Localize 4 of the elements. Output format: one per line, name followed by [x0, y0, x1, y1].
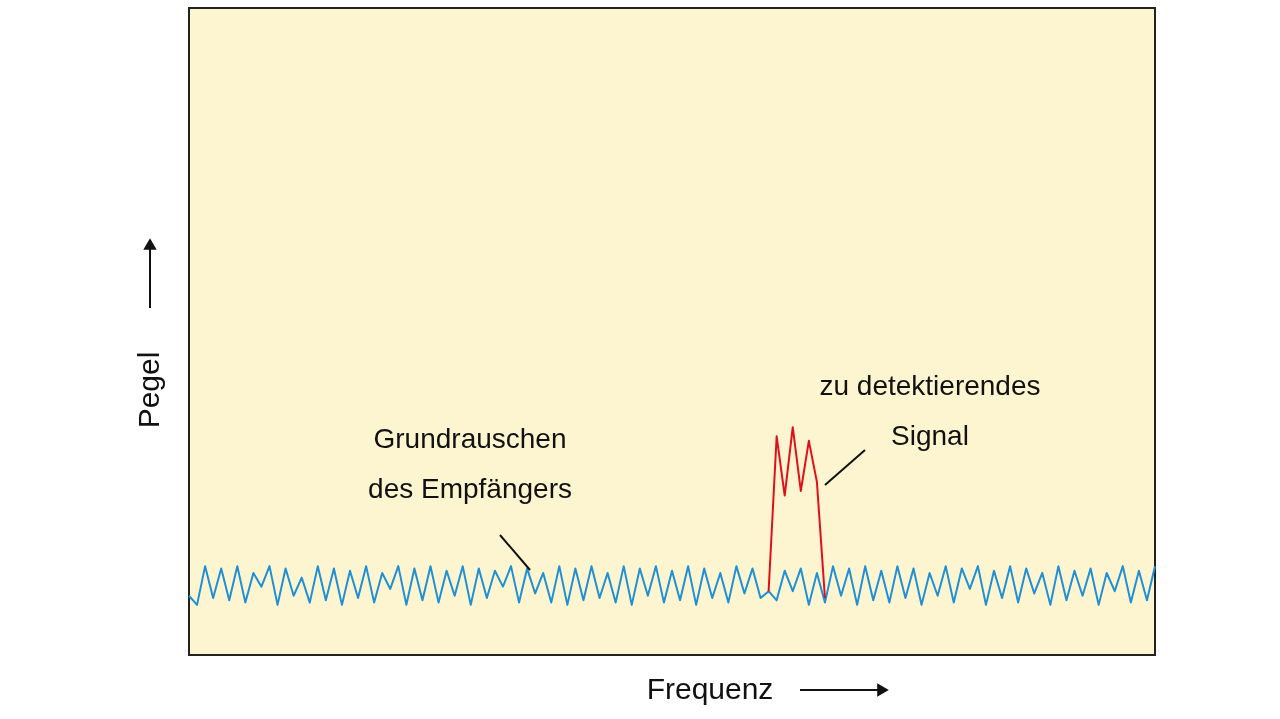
annotation: Grundrauschen des Empfängers — [368, 423, 572, 504]
annotation: zu detektierendes Signal — [819, 370, 1041, 451]
y-axis-title: Pegel — [132, 351, 165, 429]
x-axis-title: Frequenz — [646, 672, 774, 705]
